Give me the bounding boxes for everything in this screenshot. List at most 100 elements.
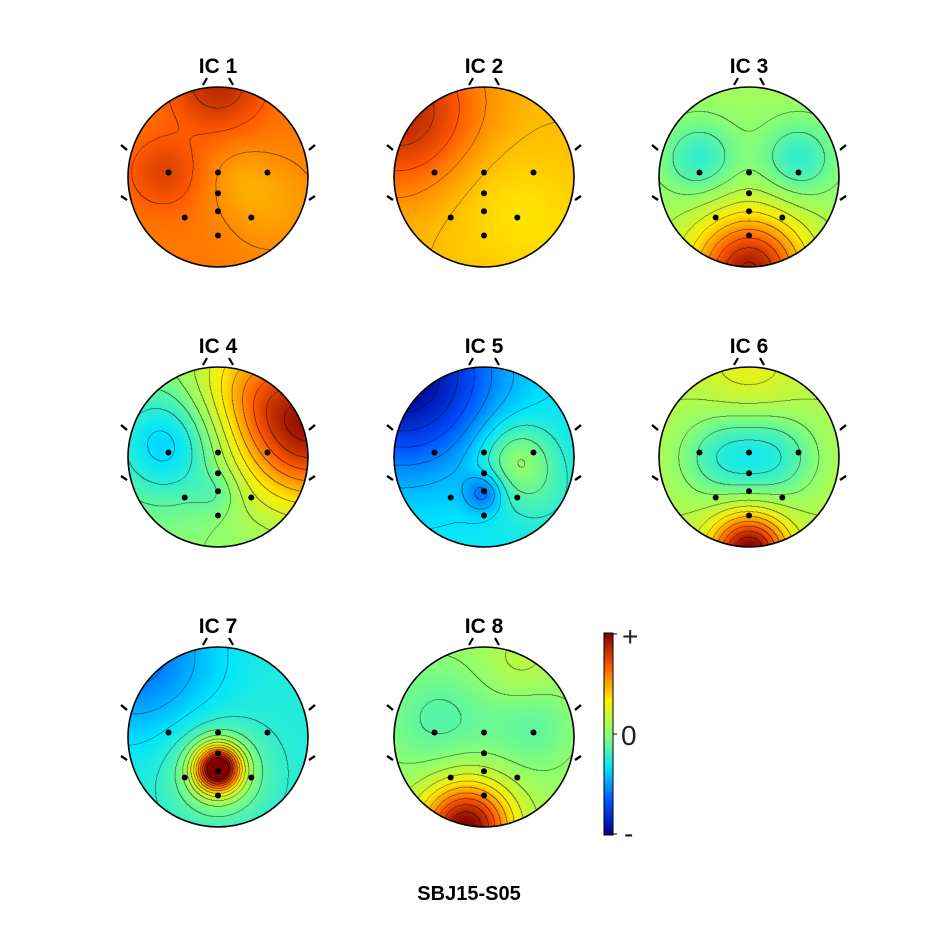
electrode-7 (779, 214, 786, 221)
electrode-7 (779, 494, 786, 501)
nose-marker (202, 637, 234, 646)
electrode-6 (746, 208, 752, 215)
electrode-3 (264, 169, 271, 176)
electrode-8 (481, 512, 487, 519)
topomap-6: IC 6 (651, 335, 847, 548)
electrode-3 (795, 449, 802, 456)
electrode-4 (481, 470, 487, 477)
electrode-4 (215, 190, 221, 197)
electrode-2 (481, 449, 487, 456)
head-outline (658, 366, 840, 548)
head-outline (127, 646, 309, 828)
electrode-1 (165, 169, 172, 176)
electrode-4 (481, 190, 487, 197)
electrode-5 (181, 494, 188, 501)
topomap-5: IC 5 (386, 335, 582, 548)
electrode-6 (746, 488, 752, 495)
component-title: IC 6 (730, 335, 769, 358)
electrode-8 (481, 232, 487, 239)
ear-markers (386, 424, 582, 481)
nose-marker (733, 77, 765, 86)
electrode-4 (746, 470, 752, 477)
head-outline (127, 366, 309, 548)
electrode-3 (530, 729, 537, 736)
electrode-4 (215, 750, 221, 757)
electrode-2 (746, 169, 752, 176)
electrode-5 (181, 214, 188, 221)
electrode-6 (215, 488, 221, 495)
electrode-3 (264, 449, 271, 456)
head-outline (393, 646, 575, 828)
electrode-8 (746, 512, 752, 519)
component-title: IC 7 (199, 615, 238, 638)
head-outline (127, 86, 309, 268)
electrode-1 (431, 449, 438, 456)
electrode-5 (712, 214, 719, 221)
electrode-5 (712, 494, 719, 501)
scalp-map-6 (659, 367, 839, 547)
scalp-map-4 (128, 367, 308, 547)
colorbar-label-plus: + (622, 621, 638, 652)
ear-markers (120, 424, 316, 481)
scalp-map-8 (394, 647, 574, 827)
ear-markers (651, 144, 847, 201)
electrode-6 (215, 208, 221, 215)
electrode-8 (215, 792, 221, 799)
electrode-7 (514, 214, 521, 221)
electrode-7 (514, 774, 521, 781)
topomap-1: IC 1 (120, 55, 316, 268)
colorbar-label-zero: 0 (621, 720, 637, 751)
electrode-6 (215, 768, 221, 775)
head-outline (393, 86, 575, 268)
electrode-4 (746, 190, 752, 197)
nose-marker (202, 77, 234, 86)
nose-marker (733, 357, 765, 366)
nose-marker (468, 637, 500, 646)
head-outline (658, 86, 840, 268)
electrode-5 (447, 494, 454, 501)
figure-title: SBJ15-S05 (417, 883, 520, 905)
scalp-map-3 (659, 87, 839, 267)
electrode-8 (746, 232, 752, 239)
electrode-7 (514, 494, 521, 501)
electrode-2 (215, 169, 221, 176)
electrode-1 (696, 449, 703, 456)
electrode-1 (165, 729, 172, 736)
scalp-map-7 (128, 647, 308, 827)
ear-markers (386, 144, 582, 201)
electrode-7 (248, 774, 255, 781)
electrode-3 (530, 169, 537, 176)
component-title: IC 1 (199, 55, 238, 78)
electrode-2 (481, 169, 487, 176)
topomap-2: IC 2 (386, 55, 582, 268)
colorbar-gradient (603, 632, 614, 836)
electrode-4 (481, 750, 487, 757)
electrode-7 (248, 214, 255, 221)
electrode-1 (696, 169, 703, 176)
electrode-1 (431, 729, 438, 736)
electrode-6 (481, 488, 487, 495)
electrode-8 (481, 792, 487, 799)
electrode-2 (746, 449, 752, 456)
topomap-4: IC 4 (120, 335, 316, 548)
topomap-3: IC 3 (651, 55, 847, 268)
electrode-1 (431, 169, 438, 176)
scalp-map-5 (394, 367, 574, 547)
electrode-8 (215, 232, 221, 239)
component-title: IC 2 (465, 55, 504, 78)
electrode-2 (215, 449, 221, 456)
head-outline (393, 366, 575, 548)
ear-markers (386, 704, 582, 761)
electrode-7 (248, 494, 255, 501)
electrode-2 (215, 729, 221, 736)
scalp-map-2 (394, 87, 574, 267)
nose-marker (468, 77, 500, 86)
electrode-6 (481, 208, 487, 215)
topomap-7: IC 7 (120, 615, 316, 828)
electrode-5 (181, 774, 188, 781)
colorbar: + 0 - (603, 621, 638, 849)
colorbar-label-minus: - (624, 818, 633, 849)
scalp-map-1 (128, 87, 308, 267)
electrode-6 (481, 768, 487, 775)
